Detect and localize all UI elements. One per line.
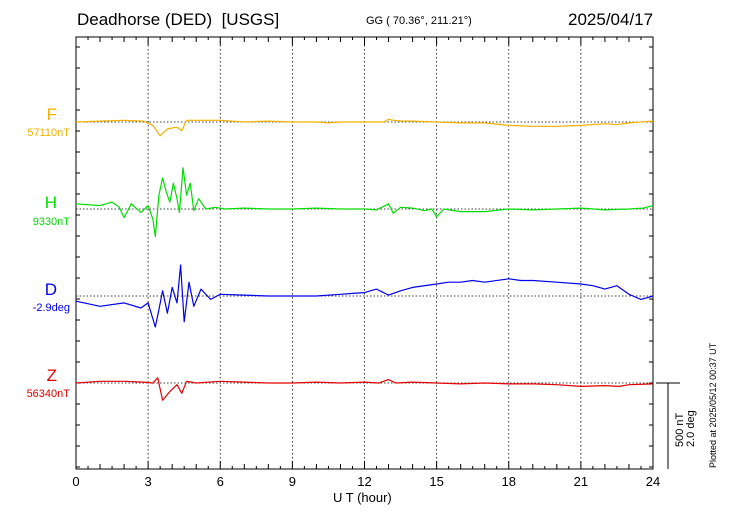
x-tick-label: 15 [429,474,443,489]
tick-marks [75,37,654,469]
d-series-line [75,264,654,328]
x-tick-labels: 0 3 6 9 12 15 18 21 24 [72,474,660,489]
x-tick-label: 9 [289,474,296,489]
z-baseline-value: 56340nT [26,388,70,400]
plotted-timestamp: Plotted at 2025/05/12 00:37 UT [708,342,718,468]
h-series-line [75,167,654,238]
f-baseline-value: 57110nT [27,127,70,139]
x-tick-label: 6 [217,474,224,489]
f-series-line [75,118,654,137]
network-name: [USGS] [221,10,280,29]
station-title: Deadhorse (DED) [USGS] [77,10,279,30]
x-tick-label: 3 [145,474,152,489]
x-tick-label: 12 [357,474,371,489]
f-component-label: F [46,105,57,124]
d-baseline-value: -2.9deg [32,302,70,314]
traces [75,118,654,401]
station-name: Deadhorse (DED) [77,10,213,29]
h-baseline-value: 9330nT [32,216,70,228]
grid-lines [147,37,582,469]
z-component-label: Z [46,366,57,385]
x-tick-label: 24 [646,474,660,489]
z-series-line [75,377,654,401]
x-tick-label: 21 [574,474,588,489]
x-axis-label: U T (hour) [333,490,392,505]
x-tick-label: 0 [72,474,79,489]
x-tick-label: 18 [502,474,516,489]
h-component-label: H [44,193,57,212]
scale-bar-deg-label: 2.0 deg [685,410,697,447]
plot-date: 2025/04/17 [568,10,654,29]
station-coordinates: GG ( 70.36°, 211.21°) [366,15,472,27]
d-component-label: D [44,280,57,299]
